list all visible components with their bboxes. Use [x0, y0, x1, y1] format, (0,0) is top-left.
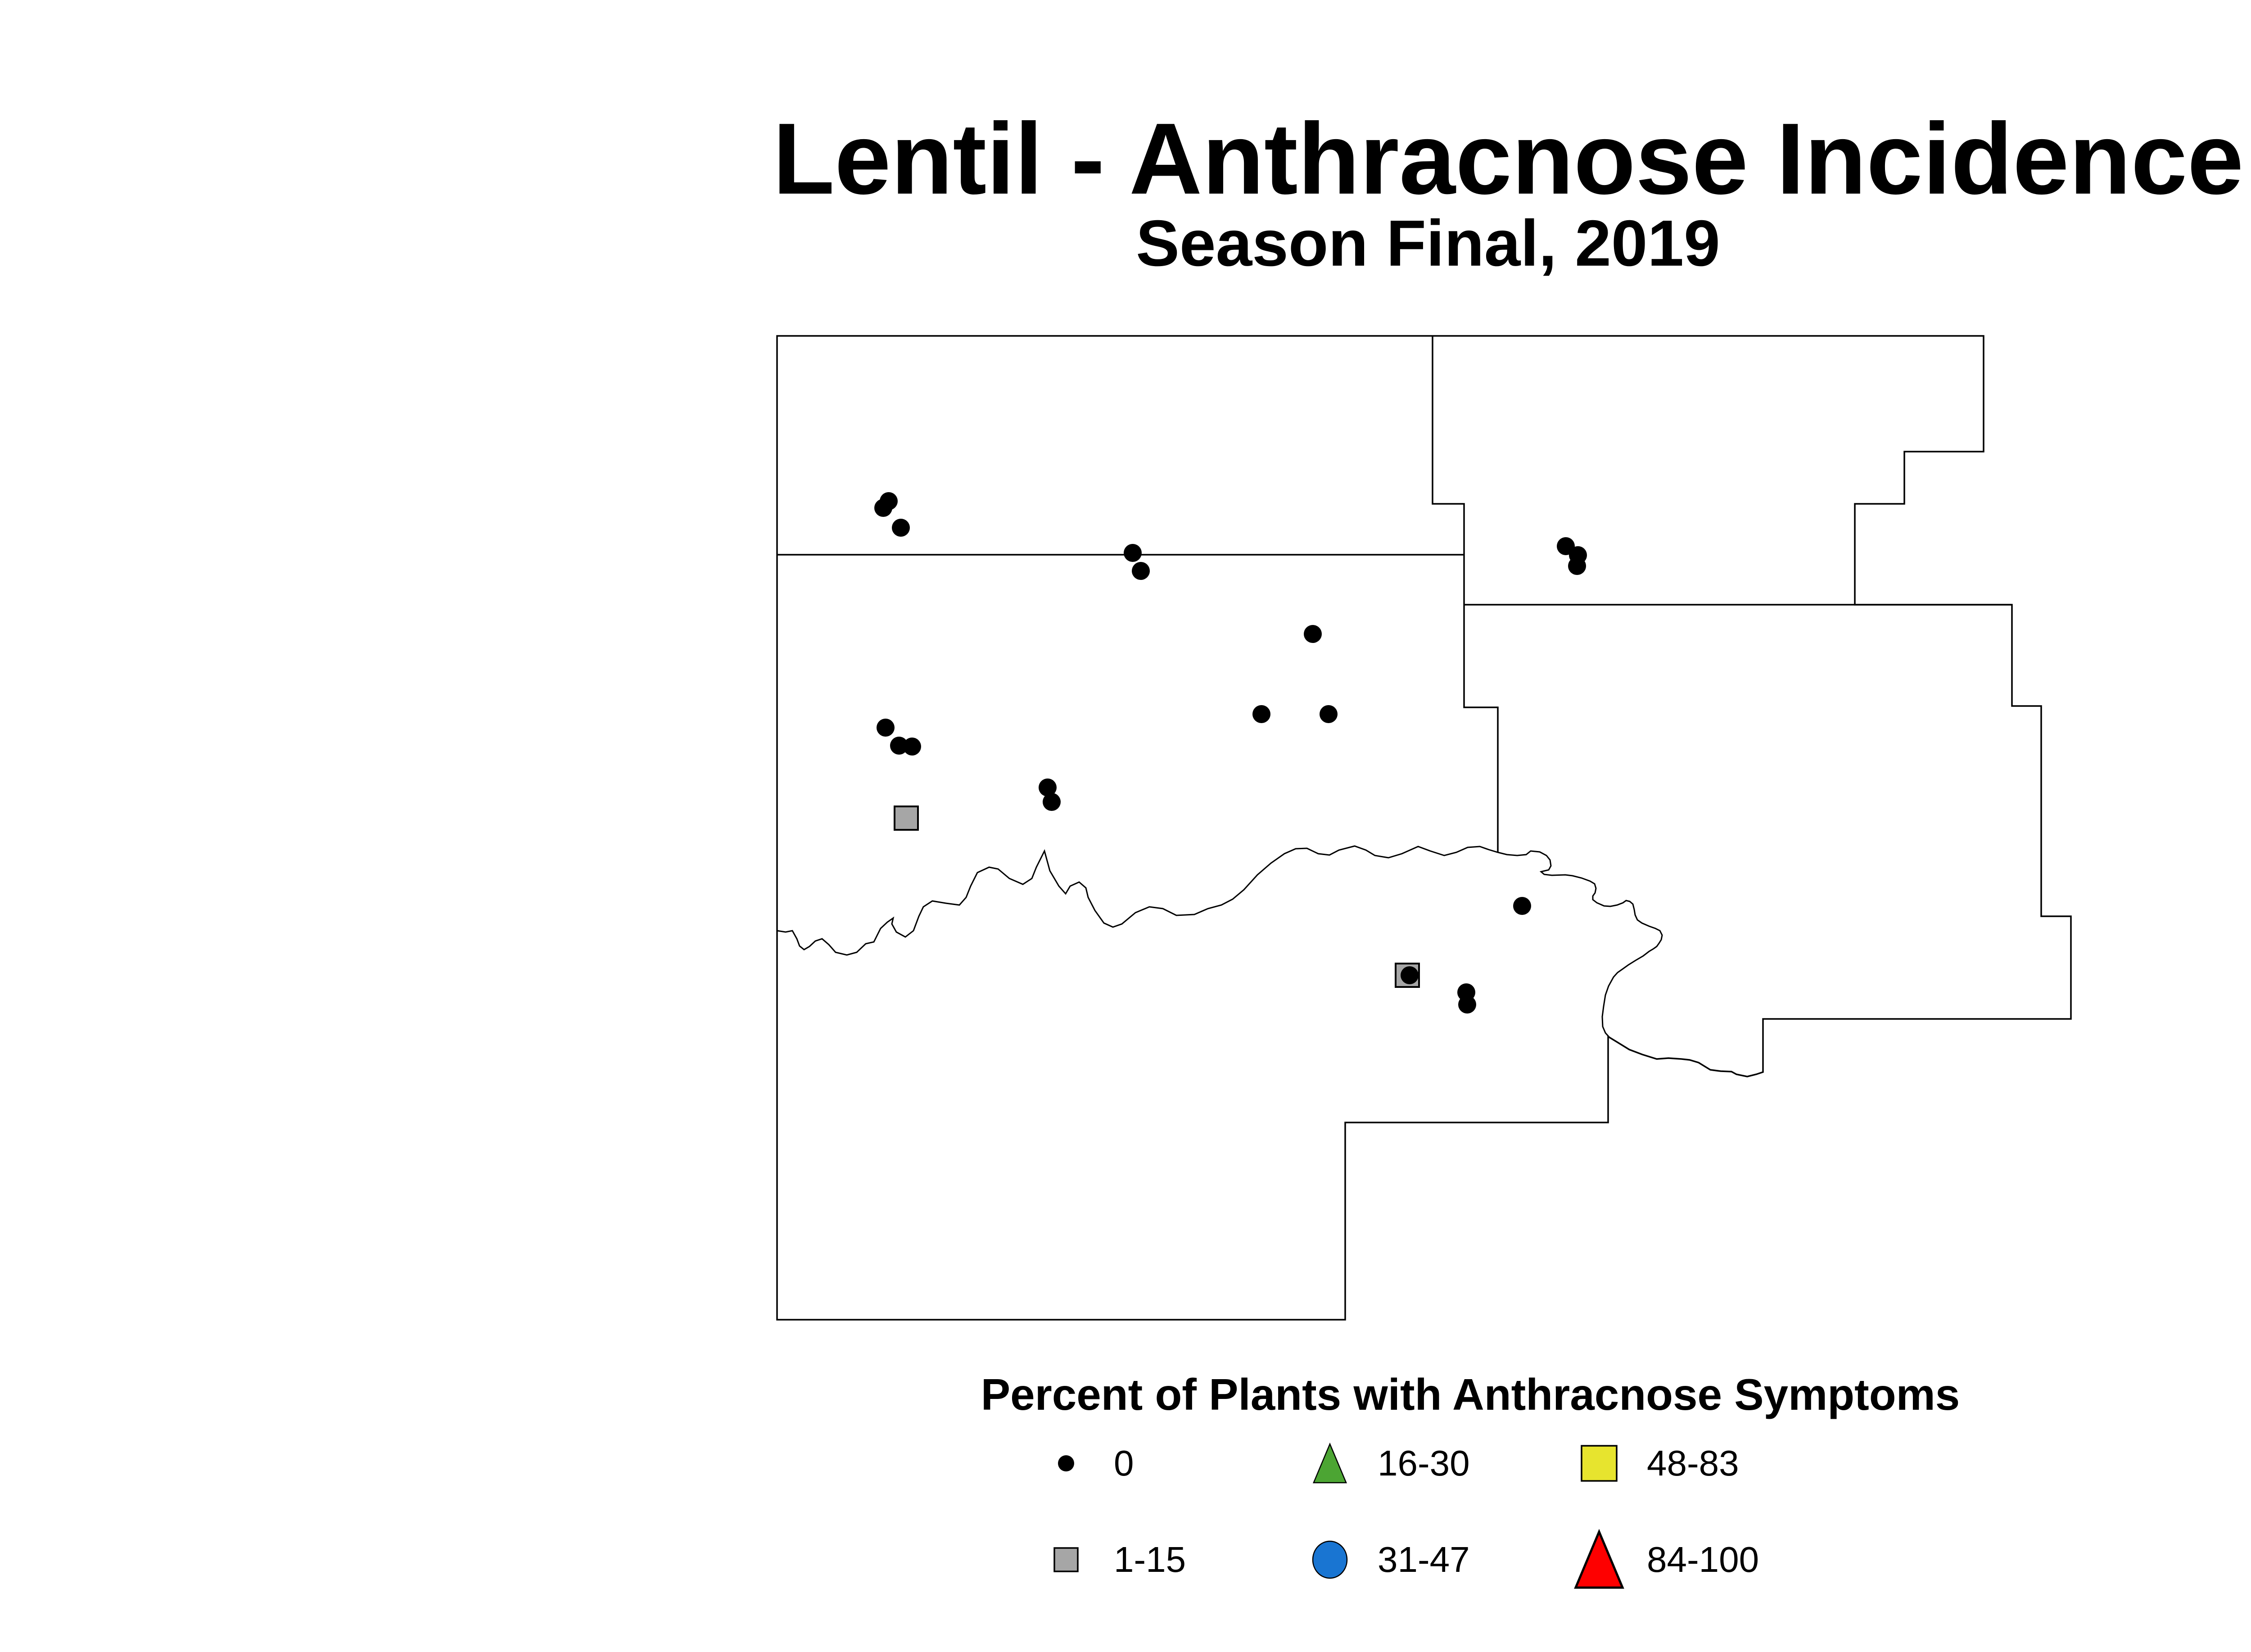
survey-point-dot	[1304, 625, 1322, 643]
legend-item-label: 0	[1114, 1443, 1134, 1483]
survey-point-dot	[1043, 793, 1061, 811]
survey-point-dot	[1124, 544, 1142, 562]
square-icon	[1581, 1445, 1618, 1482]
legend-item-84-100: 84-100	[1568, 1526, 1759, 1593]
river-boundary	[777, 845, 1663, 1038]
survey-point-square-1-15	[894, 806, 919, 831]
survey-point-dot	[1401, 966, 1419, 984]
triangle-icon	[1312, 1442, 1347, 1484]
district-border-1	[1432, 336, 1499, 852]
survey-point-dot	[1039, 778, 1057, 797]
survey-point-dot	[1132, 562, 1150, 580]
legend-item-label: 31-47	[1378, 1539, 1470, 1580]
district-boundaries	[776, 335, 2072, 1321]
survey-point-dot	[1252, 705, 1270, 723]
river-line	[777, 845, 1663, 1038]
survey-point-dot	[890, 737, 908, 755]
legend-item-label: 16-30	[1378, 1443, 1470, 1483]
triangle-icon	[1574, 1529, 1624, 1589]
survey-point-dot	[892, 519, 910, 537]
legend-item-0: 0	[1035, 1430, 1134, 1497]
figure-subtitle: Season Final, 2019	[1136, 207, 1720, 280]
figure-title: Lentil - Anthracnose Incidence	[773, 102, 2244, 215]
map-outer-boundary	[776, 335, 2072, 1321]
legend-item-label: 1-15	[1114, 1539, 1186, 1580]
dot-glyph	[1058, 1455, 1074, 1471]
legend-item-16-30: 16-30	[1298, 1430, 1470, 1497]
survey-point-dot	[874, 499, 892, 517]
legend-item-1-15: 1-15	[1035, 1526, 1186, 1593]
square-icon	[1053, 1547, 1079, 1572]
survey-point-dot	[903, 738, 921, 756]
legend-item-label: 84-100	[1647, 1539, 1759, 1580]
triangle-glyph	[1312, 1442, 1347, 1484]
square-glyph	[1053, 1547, 1079, 1572]
survey-point-dot	[1320, 705, 1338, 723]
legend-item-label: 48-83	[1647, 1443, 1739, 1483]
triangle-glyph	[1574, 1529, 1624, 1589]
survey-point-dot	[1458, 996, 1476, 1014]
square-glyph	[1581, 1445, 1618, 1482]
legend-item-31-47: 31-47	[1298, 1526, 1470, 1593]
circle-icon	[1312, 1540, 1348, 1579]
legend-title: Percent of Plants with Anthracnose Sympt…	[981, 1370, 1960, 1419]
survey-point-markers	[874, 492, 1587, 1014]
survey-point-dot	[1568, 557, 1586, 575]
legend-item-48-83: 48-83	[1568, 1430, 1739, 1497]
circle-glyph	[1312, 1540, 1348, 1579]
survey-point-dot	[1513, 897, 1531, 915]
survey-point-dot	[877, 719, 895, 737]
dot-icon	[1058, 1455, 1074, 1471]
